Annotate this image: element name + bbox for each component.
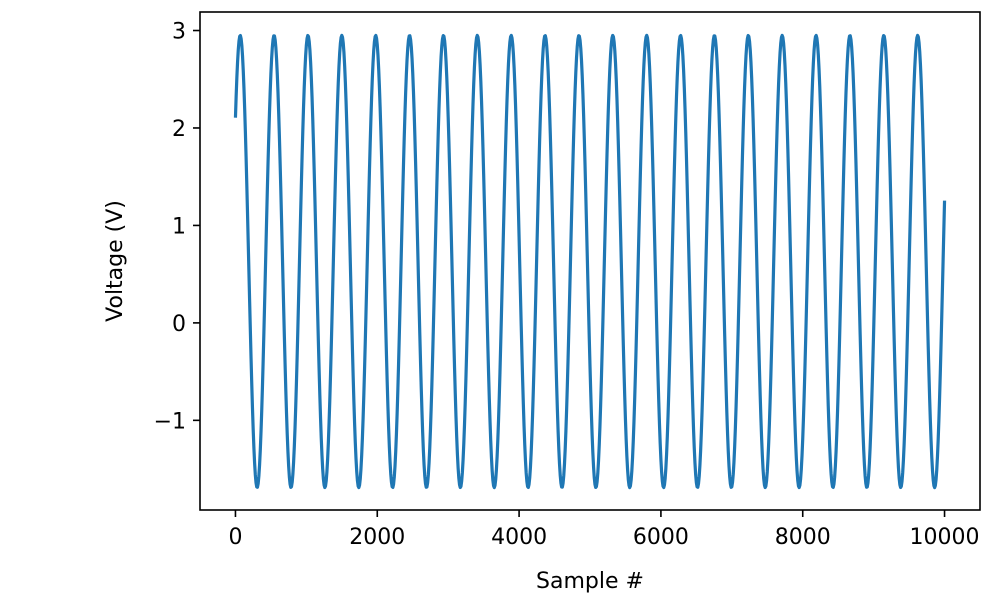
y-tick-label: 0 xyxy=(172,312,186,337)
x-tick-label: 4000 xyxy=(491,525,547,550)
y-tick-label: 2 xyxy=(172,117,186,142)
plot-frame xyxy=(199,11,981,511)
y-tick-label: −1 xyxy=(154,409,186,434)
x-tick-label: 8000 xyxy=(775,525,831,550)
series-line-voltage xyxy=(233,33,947,490)
y-axis-ticks: −1 0 1 2 3 xyxy=(154,20,200,434)
x-tick-label: 2000 xyxy=(349,525,405,550)
x-axis-ticks: 0 2000 4000 6000 8000 10000 xyxy=(228,510,980,550)
x-tick-label: 6000 xyxy=(633,525,689,550)
y-tick-label: 3 xyxy=(172,20,186,45)
x-tick-label: 0 xyxy=(228,525,242,550)
x-tick-label: 10000 xyxy=(910,525,980,550)
x-axis-label: Sample # xyxy=(536,569,644,594)
y-tick-label: 1 xyxy=(172,214,186,239)
y-axis-label: Voltage (V) xyxy=(103,200,128,322)
